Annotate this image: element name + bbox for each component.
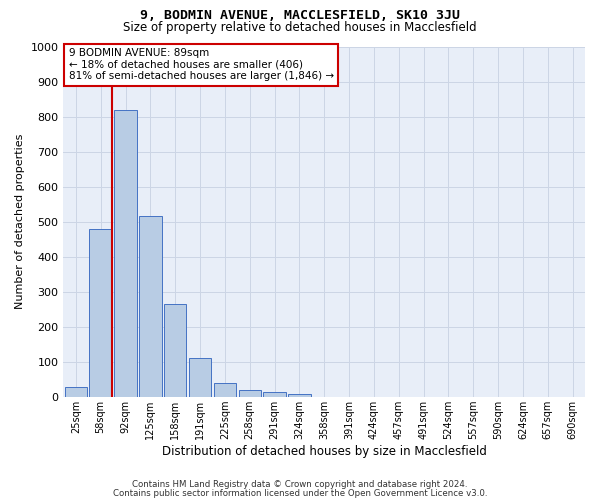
Text: 9, BODMIN AVENUE, MACCLESFIELD, SK10 3JU: 9, BODMIN AVENUE, MACCLESFIELD, SK10 3JU [140,9,460,22]
Y-axis label: Number of detached properties: Number of detached properties [15,134,25,310]
Bar [139,216,161,396]
Bar [189,358,211,397]
Bar [239,390,261,396]
Text: Size of property relative to detached houses in Macclesfield: Size of property relative to detached ho… [123,21,477,34]
Text: Contains public sector information licensed under the Open Government Licence v3: Contains public sector information licen… [113,488,487,498]
Bar [164,304,187,396]
X-axis label: Distribution of detached houses by size in Macclesfield: Distribution of detached houses by size … [162,444,487,458]
Bar [214,384,236,396]
Bar [288,394,311,396]
Bar [65,387,87,396]
Bar [89,228,112,396]
Bar [263,392,286,396]
Text: 9 BODMIN AVENUE: 89sqm
← 18% of detached houses are smaller (406)
81% of semi-de: 9 BODMIN AVENUE: 89sqm ← 18% of detached… [68,48,334,82]
Bar [115,110,137,397]
Text: Contains HM Land Registry data © Crown copyright and database right 2024.: Contains HM Land Registry data © Crown c… [132,480,468,489]
